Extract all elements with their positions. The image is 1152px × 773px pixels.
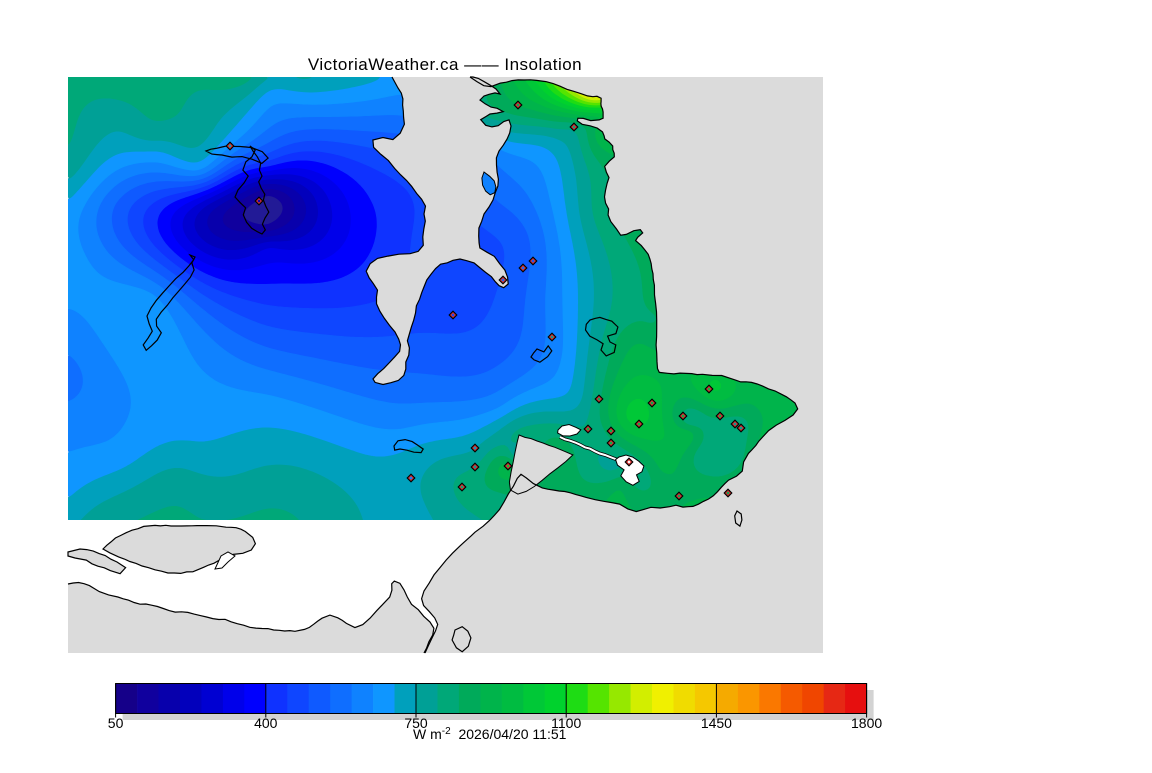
svg-text:VictoriaWeather.ca —— Insolati: VictoriaWeather.ca —— Insolation	[308, 55, 582, 74]
svg-text:W m-2 2026/04/20 11:51: W m-2 2026/04/20 11:51	[413, 726, 567, 742]
svg-text:1450: 1450	[701, 715, 732, 731]
svg-text:400: 400	[254, 715, 278, 731]
svg-text:750: 750	[404, 715, 428, 731]
svg-text:50: 50	[108, 715, 124, 731]
svg-text:1100: 1100	[551, 715, 581, 731]
svg-text:1800: 1800	[851, 715, 882, 731]
